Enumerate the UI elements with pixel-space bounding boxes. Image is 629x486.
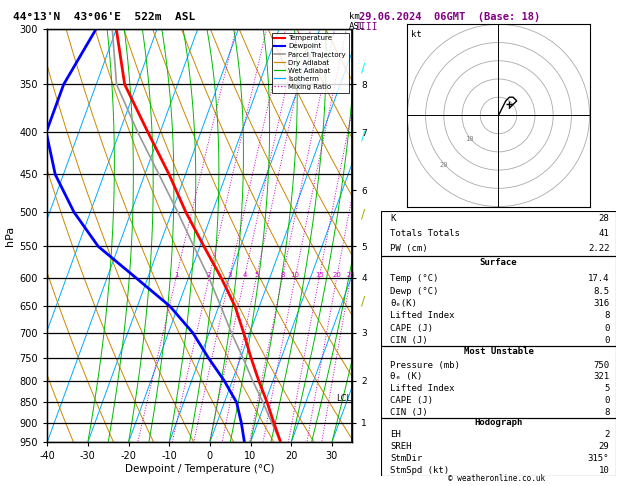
- Text: 29: 29: [599, 442, 610, 451]
- Text: 8: 8: [280, 272, 285, 278]
- Text: Totals Totals: Totals Totals: [390, 229, 460, 239]
- Text: 28: 28: [599, 214, 610, 224]
- Text: Most Unstable: Most Unstable: [464, 347, 533, 356]
- Text: 5: 5: [604, 384, 610, 393]
- Y-axis label: hPa: hPa: [6, 226, 15, 246]
- Text: 10: 10: [291, 272, 299, 278]
- Text: LCL: LCL: [336, 394, 351, 403]
- Text: km: km: [349, 12, 360, 21]
- Text: 316: 316: [593, 299, 610, 308]
- Text: CAPE (J): CAPE (J): [390, 396, 433, 405]
- Text: θₑ(K): θₑ(K): [390, 299, 417, 308]
- Text: IIII: IIII: [355, 22, 379, 32]
- Text: 321: 321: [593, 372, 610, 382]
- Text: Pressure (mb): Pressure (mb): [390, 361, 460, 370]
- Text: 315°: 315°: [588, 454, 610, 463]
- Text: SREH: SREH: [390, 442, 411, 451]
- Text: Lifted Index: Lifted Index: [390, 311, 455, 320]
- Bar: [381, 211, 616, 257]
- Text: Hodograph: Hodograph: [474, 417, 523, 427]
- Text: 4: 4: [242, 272, 247, 278]
- Text: 8: 8: [604, 311, 610, 320]
- Text: CAPE (J): CAPE (J): [390, 324, 433, 332]
- Text: 3: 3: [227, 272, 231, 278]
- Text: Temp (°C): Temp (°C): [390, 274, 438, 283]
- Text: K: K: [390, 214, 396, 224]
- Text: 0: 0: [604, 324, 610, 332]
- Text: © weatheronline.co.uk: © weatheronline.co.uk: [448, 474, 545, 483]
- Text: 29.06.2024  06GMT  (Base: 18): 29.06.2024 06GMT (Base: 18): [359, 12, 540, 22]
- Text: 44°13'N  43°06'E  522m  ASL: 44°13'N 43°06'E 522m ASL: [13, 12, 195, 22]
- Text: 20: 20: [439, 162, 448, 168]
- Text: 0: 0: [604, 396, 610, 405]
- Text: Dewp (°C): Dewp (°C): [390, 287, 438, 295]
- Bar: [381, 347, 616, 418]
- Text: 5: 5: [254, 272, 259, 278]
- Text: 8.5: 8.5: [593, 287, 610, 295]
- Text: PW (cm): PW (cm): [390, 244, 428, 253]
- Text: 2.22: 2.22: [588, 244, 610, 253]
- Text: 8: 8: [604, 408, 610, 417]
- Text: Surface: Surface: [480, 259, 517, 267]
- Text: 17.4: 17.4: [588, 274, 610, 283]
- Bar: [381, 257, 616, 347]
- Text: 2: 2: [207, 272, 211, 278]
- Text: /: /: [362, 130, 365, 142]
- Text: ASL: ASL: [349, 22, 365, 31]
- Text: /: /: [362, 295, 365, 308]
- Text: 0: 0: [604, 336, 610, 345]
- Text: StmDir: StmDir: [390, 454, 422, 463]
- Text: kt: kt: [411, 30, 422, 39]
- Bar: [381, 418, 616, 476]
- X-axis label: Dewpoint / Temperature (°C): Dewpoint / Temperature (°C): [125, 464, 274, 474]
- Text: 41: 41: [599, 229, 610, 239]
- Text: CIN (J): CIN (J): [390, 408, 428, 417]
- Text: /: /: [362, 62, 365, 74]
- Legend: Temperature, Dewpoint, Parcel Trajectory, Dry Adiabat, Wet Adiabat, Isotherm, Mi: Temperature, Dewpoint, Parcel Trajectory…: [272, 33, 348, 93]
- Text: CIN (J): CIN (J): [390, 336, 428, 345]
- Text: 10: 10: [465, 136, 473, 142]
- Text: Lifted Index: Lifted Index: [390, 384, 455, 393]
- Text: 25: 25: [347, 272, 355, 278]
- Text: /: /: [362, 208, 365, 220]
- Text: 10: 10: [599, 466, 610, 475]
- Text: 1: 1: [174, 272, 179, 278]
- Text: StmSpd (kt): StmSpd (kt): [390, 466, 449, 475]
- Text: EH: EH: [390, 430, 401, 439]
- Text: 15: 15: [314, 272, 323, 278]
- Text: 750: 750: [593, 361, 610, 370]
- Text: 2: 2: [604, 430, 610, 439]
- Text: 20: 20: [332, 272, 341, 278]
- Text: θₑ (K): θₑ (K): [390, 372, 422, 382]
